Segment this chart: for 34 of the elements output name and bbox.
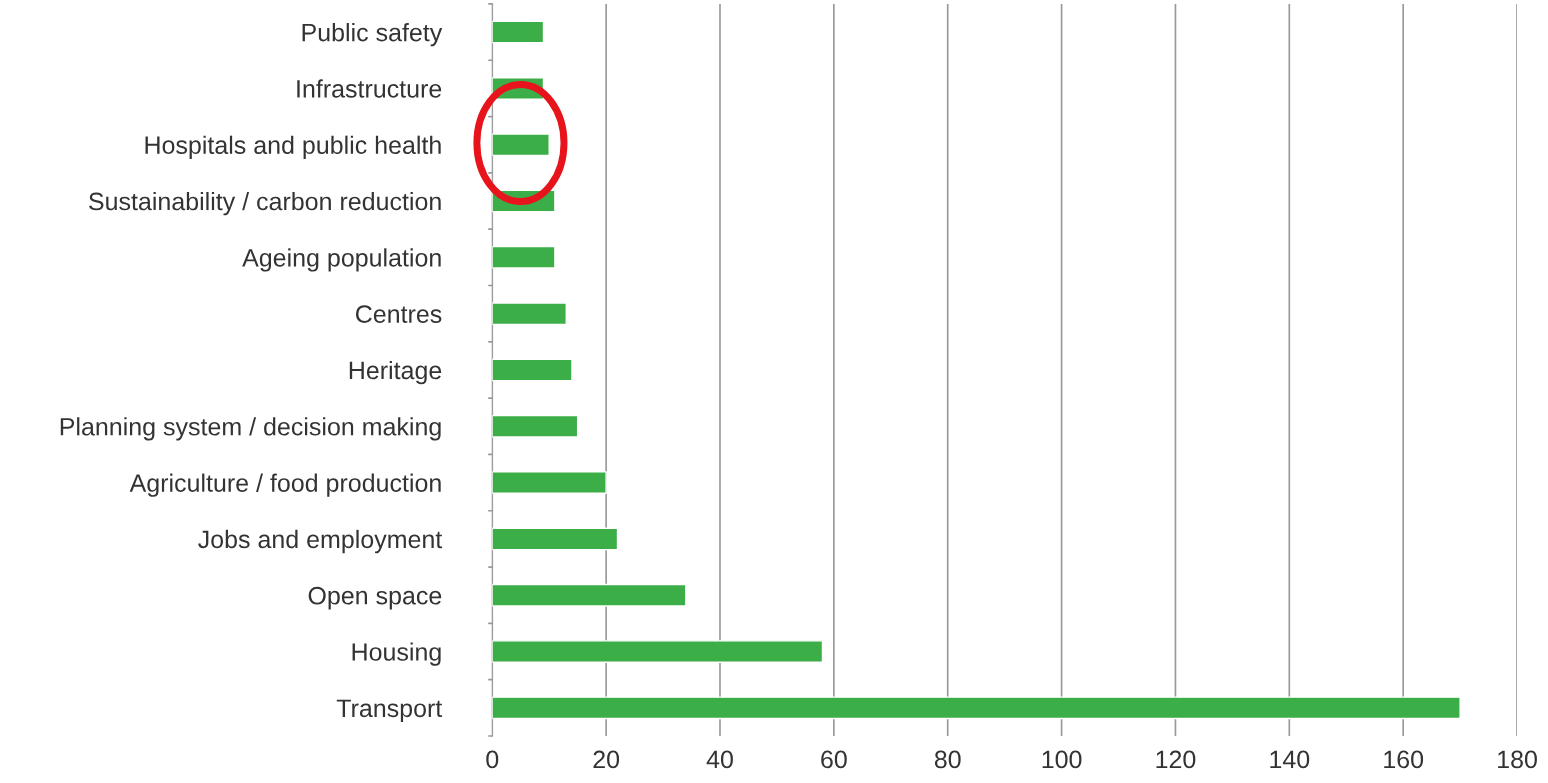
y-tick-label: Hospitals and public health: [145, 135, 441, 159]
y-tick-label: Heritage: [349, 360, 442, 385]
y-tick-label: Open space: [308, 586, 442, 610]
x-tick-label: 140: [1270, 750, 1310, 769]
x-tick-label: 80: [934, 750, 961, 769]
x-tick-label: 120: [1156, 750, 1196, 769]
y-tick-label: Ageing population: [242, 248, 441, 272]
y-tick-label: Jobs and employment: [198, 529, 443, 554]
x-tick-label: 100: [1042, 750, 1082, 769]
bar: [492, 583, 687, 607]
y-tick-label: Transport: [336, 699, 443, 723]
y-tick-label: Planning system / decision making: [60, 417, 441, 441]
bar: [492, 358, 573, 382]
bar: [492, 471, 607, 494]
x-tick-label: 160: [1384, 750, 1424, 769]
bar: [492, 20, 545, 44]
y-tick-label: Sustainability / carbon reduction: [89, 191, 441, 216]
x-tick-label: 20: [593, 750, 620, 769]
y-tick-label: Public safety: [302, 23, 443, 47]
x-tick-label: 0: [486, 750, 499, 769]
bar: [492, 640, 824, 663]
bar: [492, 527, 619, 551]
x-tick-label: 40: [706, 750, 733, 769]
y-tick-label: Housing: [352, 642, 441, 666]
x-tick-label: 60: [821, 750, 847, 769]
bar: [492, 302, 567, 326]
bar: [492, 245, 556, 269]
bar: [492, 696, 1461, 720]
bar: [492, 133, 550, 157]
y-tick-label: Infrastructure: [297, 79, 442, 98]
y-tick-label: Agriculture / food production: [129, 473, 441, 497]
x-tick-label: 180: [1498, 750, 1537, 769]
y-tick-label: Centres: [356, 305, 442, 323]
bar: [492, 414, 579, 438]
